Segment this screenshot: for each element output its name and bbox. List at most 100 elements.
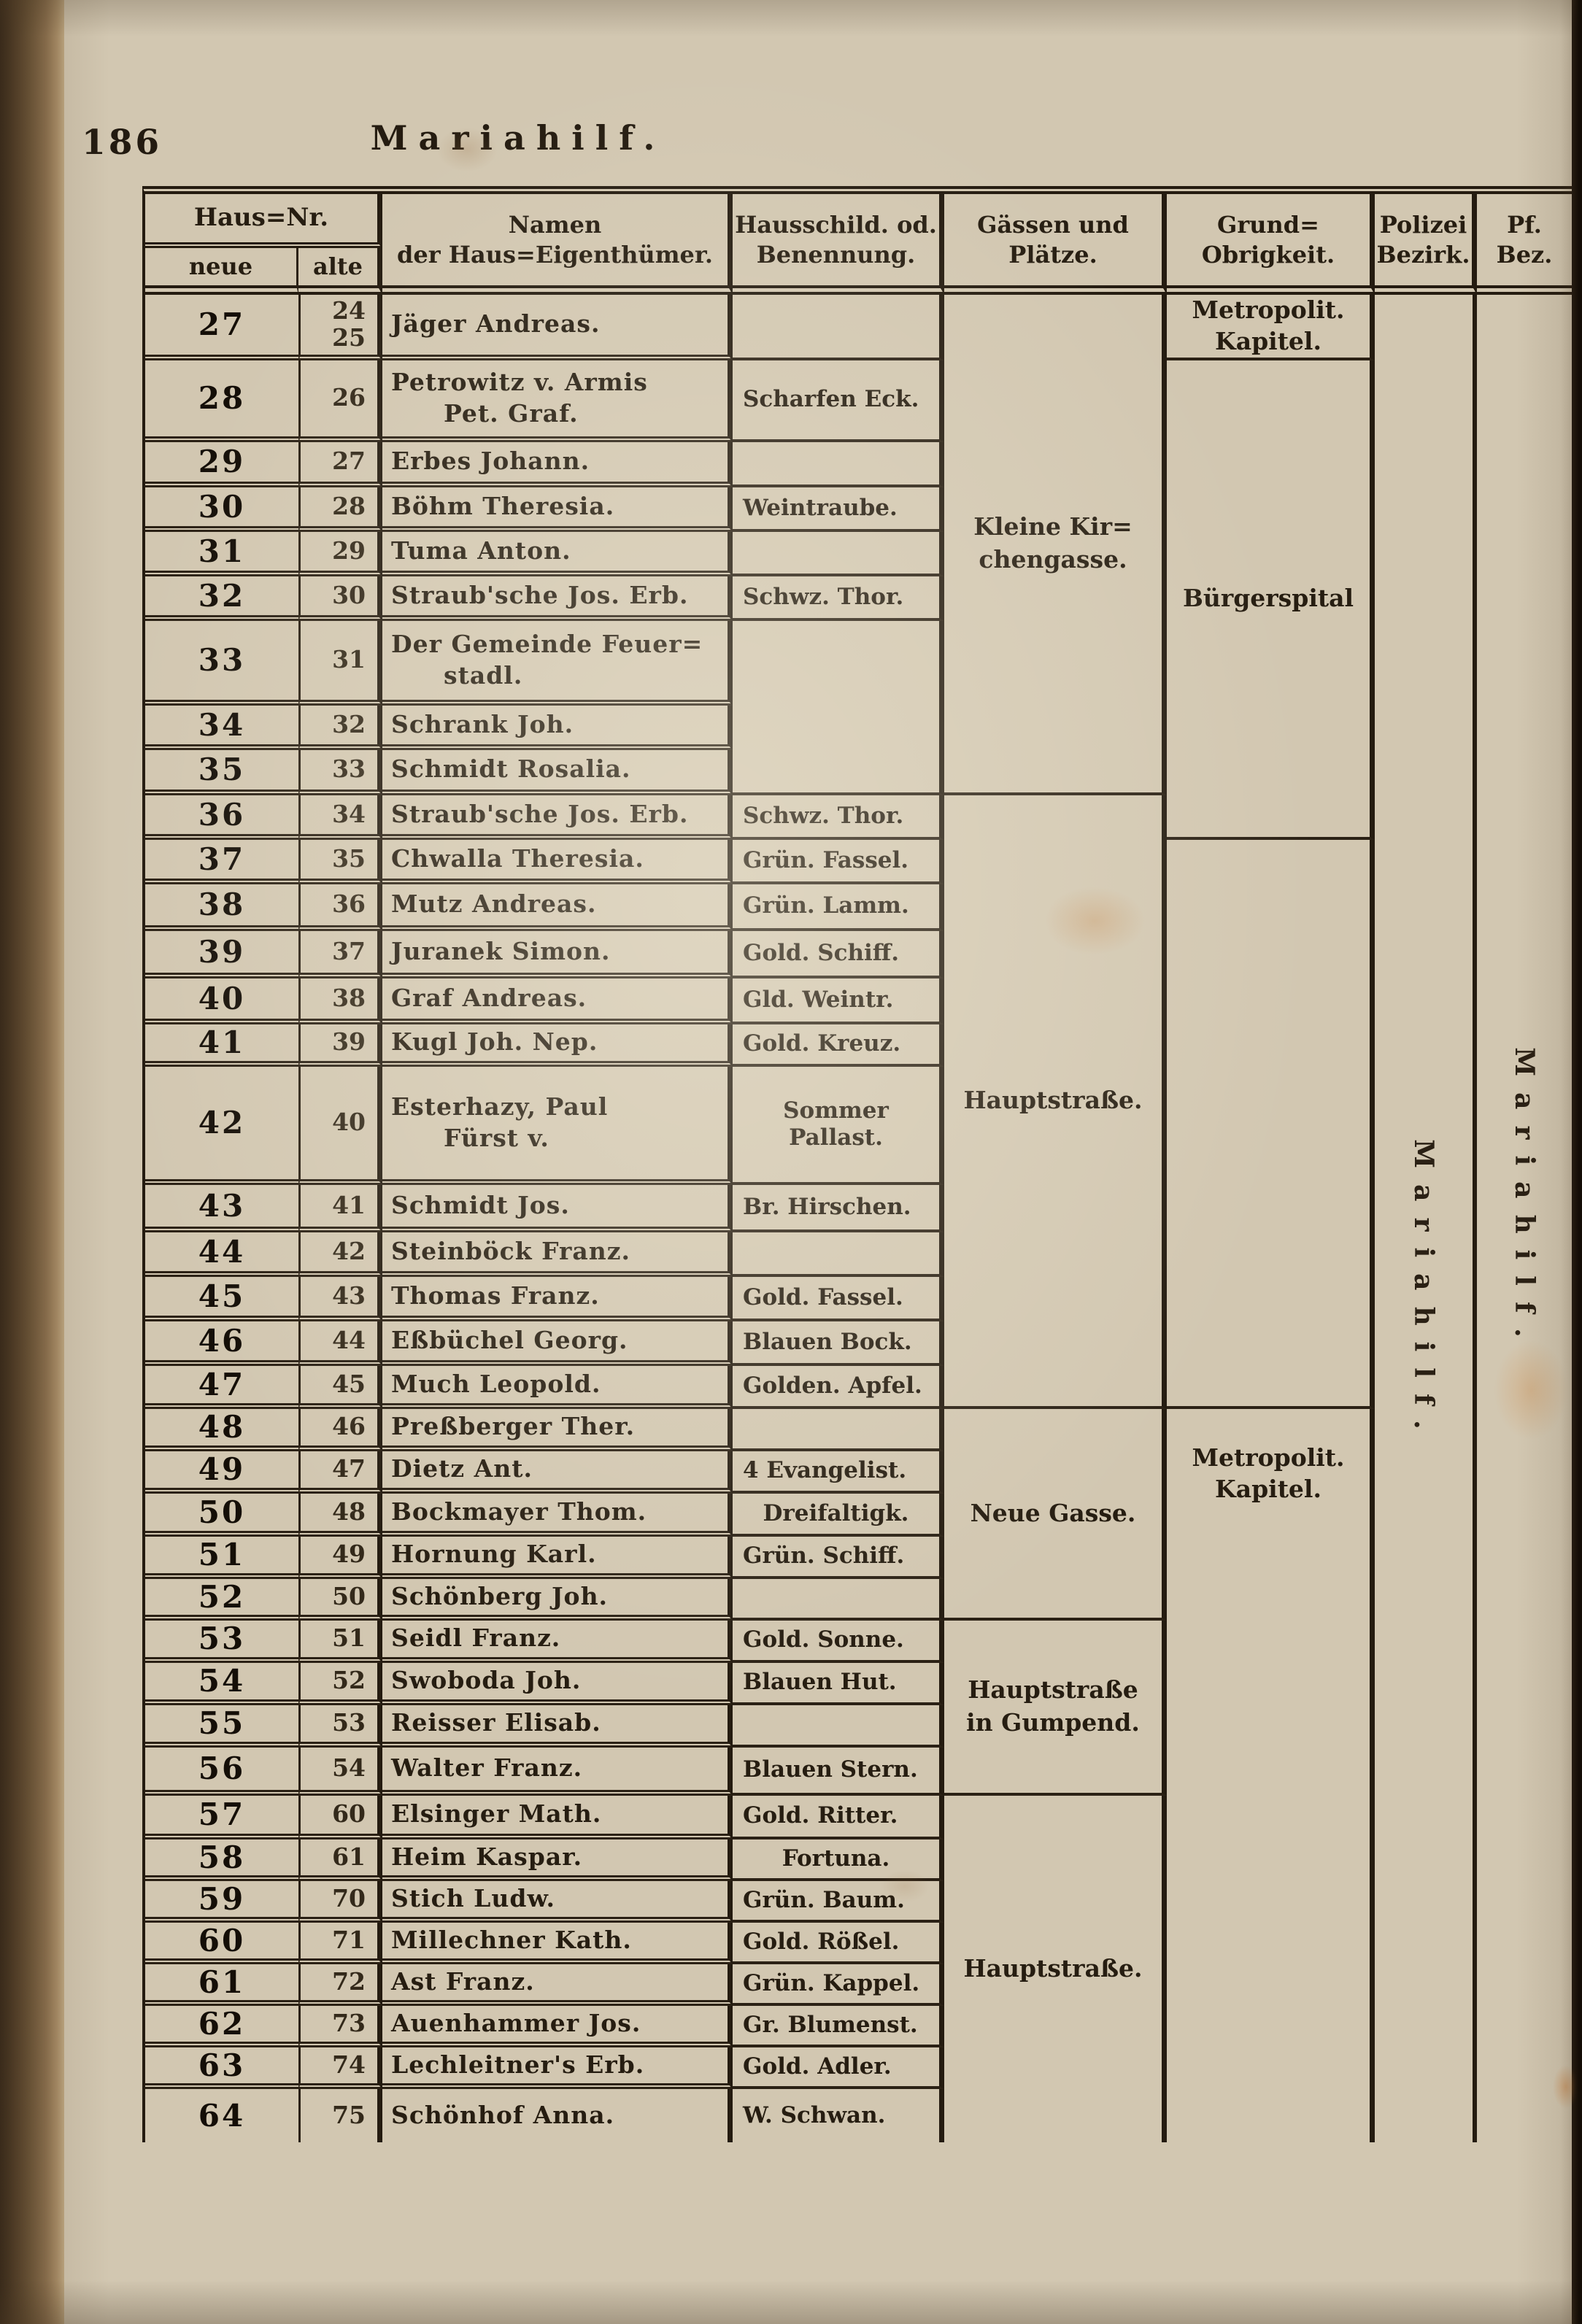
text-line: 52 <box>332 1666 366 1695</box>
text-line: Swoboda Joh. <box>391 1666 582 1695</box>
text-line: 40 <box>198 980 246 1016</box>
house-number-new: 50 <box>145 1494 298 1537</box>
text-line: 35 <box>332 843 366 873</box>
header-old-number: alte <box>298 248 382 295</box>
owner-name: Stich Ludw. <box>382 1880 733 1923</box>
text-line: 32 <box>198 577 246 614</box>
house-sign: Golden. Apfel. <box>733 1365 944 1409</box>
house-number-new: 61 <box>145 1964 298 2006</box>
text-line: Gld. Weintr. <box>743 986 894 1013</box>
text-line: Golden. Apfel. <box>743 1372 922 1399</box>
house-number-new: 41 <box>145 1024 298 1067</box>
text-line: Gold. Fassel. <box>743 1283 903 1310</box>
house-sign: Dreifaltigk. <box>733 1493 944 1537</box>
house-number-new: 39 <box>145 931 298 978</box>
text-line: Schwz. Thor. <box>743 583 904 610</box>
table-row: 50 48 Bockmayer Thom. Dreifaltigk. <box>145 1493 1572 1537</box>
table-row: 29 27 Erbes Johann. <box>145 441 1572 487</box>
house-number-new: 57 <box>145 1796 298 1839</box>
owner-name: Schönhof Anna. <box>382 2088 733 2142</box>
text-line: Grün. Schiff. <box>743 1543 905 1570</box>
text-line: Grün. Lamm. <box>743 892 909 919</box>
house-sign: Grün. Fassel. <box>733 839 944 884</box>
table-row: 32 30 Straub'sche Jos. Erb. Schwz. Thor. <box>145 576 1572 621</box>
text-line: Dietz Ant. <box>391 1454 533 1483</box>
owner-name: Petrowitz v. Armis Pet. Graf. <box>382 360 733 442</box>
text-line: 59 <box>198 1880 246 1917</box>
text-line: Gold. Ritter. <box>743 1802 898 1829</box>
house-number-new: 45 <box>145 1277 298 1321</box>
table-row: 62 73 Auenhammer Jos. Gr. Blumenst. <box>145 2005 1572 2047</box>
parish-district-vertical-label: Mariahilf. <box>1509 1046 1540 1354</box>
text-line: 30 <box>198 488 246 525</box>
text-line: 36 <box>198 796 246 833</box>
house-sign <box>733 1408 944 1451</box>
owner-name: Schmidt Jos. <box>382 1184 733 1232</box>
page-paper <box>64 0 1572 2324</box>
text-line: Gold. Rößel. <box>743 1928 900 1955</box>
owner-name: Mutz Andreas. <box>382 884 733 931</box>
text-line: 52 <box>198 1578 246 1615</box>
street-name: Neue Gasse. <box>944 1408 1167 1621</box>
house-sign: Blauen Hut. <box>733 1662 944 1705</box>
text-line: 48 <box>198 1409 246 1445</box>
house-sign: Blauen Stern. <box>733 1747 944 1796</box>
police-district: Mariahilf. <box>1375 295 1477 2142</box>
house-sign: Blauen Bock. <box>733 1321 944 1366</box>
house-sign: Grün. Schiff. <box>733 1536 944 1579</box>
header-line: Grund= <box>1217 210 1319 239</box>
owner-name: Ast Franz. <box>382 1964 733 2006</box>
house-number-old: 73 <box>298 2005 382 2047</box>
text-line: Dreifaltigk. <box>763 1499 909 1526</box>
table-row: 36 34 Straub'sche Jos. Erb. Schwz. Thor. Hau… <box>145 795 1572 1409</box>
text-line: Kleine Kir= <box>973 512 1133 541</box>
table-row: 30 28 Böhm Theresia. Weintraube. <box>145 487 1572 532</box>
text-line: 45 <box>332 1369 366 1398</box>
text-line: 56 <box>198 1750 246 1787</box>
text-line: 46 <box>332 1412 366 1441</box>
table-row: 43 41 Schmidt Jos. Br. Hirschen. <box>145 1184 1572 1232</box>
text-line: Kugl Joh. Nep. <box>391 1027 598 1057</box>
text-line: 70 <box>332 1883 366 1912</box>
text-line: Straub'sche Jos. Erb. <box>391 799 689 828</box>
house-number-old: 72 <box>298 1964 382 2006</box>
text-line: 61 <box>332 1842 366 1871</box>
text-line: 36 <box>332 889 366 919</box>
text-line: Thomas Franz. <box>391 1281 600 1310</box>
house-number-new: 42 <box>145 1067 298 1185</box>
house-number-old: 40 <box>298 1066 382 1185</box>
text-line: Der Gemeinde Feuer= <box>391 629 703 658</box>
text-line: Ast Franz. <box>391 1966 535 1996</box>
text-line: Schmidt Jos. <box>391 1190 570 1219</box>
house-number-old: 45 <box>298 1365 382 1409</box>
house-sign: Schwz. Thor. <box>733 795 944 840</box>
header-police-district: Polizei Bezirk. <box>1375 194 1477 295</box>
house-sign: Gold. Kreuz. <box>733 1024 944 1067</box>
header-line: Plätze. <box>1008 240 1097 269</box>
text-line: 28 <box>198 380 246 417</box>
text-line: Scharfen Eck. <box>743 386 919 413</box>
table-row: 42 40 Esterhazy, Paul Fürst v. Sommer Pallast… <box>145 1066 1572 1185</box>
owner-name: Heim Kaspar. <box>382 1839 733 1881</box>
text-line: Schönberg Joh. <box>391 1581 609 1610</box>
table-row: 51 49 Hornung Karl. Grün. Schiff. <box>145 1536 1572 1579</box>
police-district-vertical-label: Mariahilf. <box>1408 1139 1439 1445</box>
owner-name: Tuma Anton. <box>382 531 733 576</box>
text-line: 45 <box>198 1278 246 1314</box>
text-line: 43 <box>198 1187 246 1224</box>
text-line: 44 <box>332 1325 366 1354</box>
table-row: 55 53 Reisser Elisab. <box>145 1705 1572 1748</box>
text-line: 58 <box>198 1839 246 1875</box>
house-number-old: 43 <box>298 1276 382 1321</box>
house-sign <box>733 531 944 576</box>
text-line: 61 <box>198 1964 246 2000</box>
street-name: Hauptstraße. <box>944 1795 1167 2142</box>
house-sign <box>733 1705 944 1748</box>
text-line: Graf Andreas. <box>391 983 587 1012</box>
text-line: 60 <box>198 1922 246 1958</box>
text-line: 32 <box>332 709 366 738</box>
owner-name: Millechner Kath. <box>382 1922 733 1964</box>
header-line: Bezirk. <box>1376 240 1470 269</box>
header-line: Hausschild. od. <box>735 210 937 239</box>
